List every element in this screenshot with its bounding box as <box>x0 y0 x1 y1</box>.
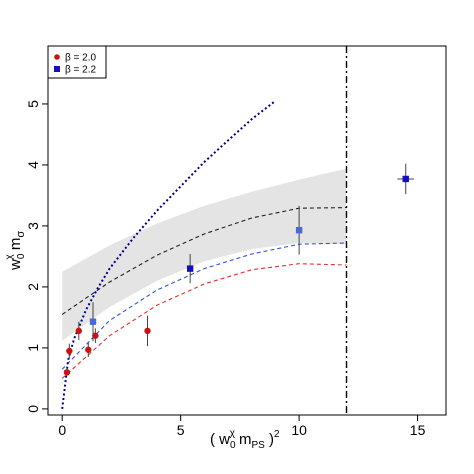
data-point <box>85 346 92 353</box>
x-axis-label-part: m <box>235 431 252 448</box>
y-axis-label-part: w <box>7 259 24 271</box>
data-point <box>89 318 97 325</box>
x-axis-label-part: χ <box>230 428 236 439</box>
data-point <box>63 369 71 376</box>
y-axis-label-part: χ <box>4 254 15 260</box>
x-axis-label-part: PS <box>251 440 265 451</box>
data-point <box>75 327 82 335</box>
y-axis-label-part: σ <box>15 231 27 238</box>
x-axis-label-part: 0 <box>230 440 236 451</box>
data-point <box>92 332 99 339</box>
y-tick-label: 2 <box>25 283 41 291</box>
x-tick-label: 10 <box>291 422 307 438</box>
fit-curve-2 <box>61 263 347 379</box>
legend-box <box>47 45 107 79</box>
fit-curve-3 <box>61 100 277 410</box>
y-tick-label: 4 <box>25 161 41 169</box>
y-axis-label-part: 0 <box>16 253 27 259</box>
y-tick-label: 1 <box>25 344 41 352</box>
plot-area <box>61 46 415 415</box>
plot-frame <box>47 45 447 416</box>
x-axis-label: ( w0χ mPS )2 <box>210 428 280 451</box>
legend-label: β = 2.2 <box>65 65 96 76</box>
data-point <box>295 226 303 234</box>
y-axis-label: w0χ mσ <box>4 231 27 271</box>
data-point <box>66 347 73 355</box>
legend: β = 2.0β = 2.2 <box>47 45 107 79</box>
x-axis-label-part: 2 <box>274 429 280 440</box>
x-axis-label-part: ) <box>265 431 274 448</box>
plot-content <box>61 46 415 415</box>
legend-marker <box>54 66 60 72</box>
x-axis-label-part: ( w <box>210 431 230 448</box>
legend-marker <box>54 54 60 60</box>
x-tick-label: 0 <box>58 422 66 438</box>
data-point <box>186 265 194 272</box>
y-axis-label-part: m <box>7 238 24 255</box>
x-tick-label: 15 <box>410 422 426 438</box>
x-tick-label: 5 <box>177 422 185 438</box>
fit-error-band <box>62 168 347 341</box>
y-tick-label: 3 <box>25 222 41 230</box>
y-tick-label: 5 <box>25 100 41 108</box>
y-tick-label: 0 <box>25 405 41 413</box>
legend-label: β = 2.0 <box>65 53 96 64</box>
data-point <box>144 327 151 335</box>
data-point <box>402 175 409 183</box>
